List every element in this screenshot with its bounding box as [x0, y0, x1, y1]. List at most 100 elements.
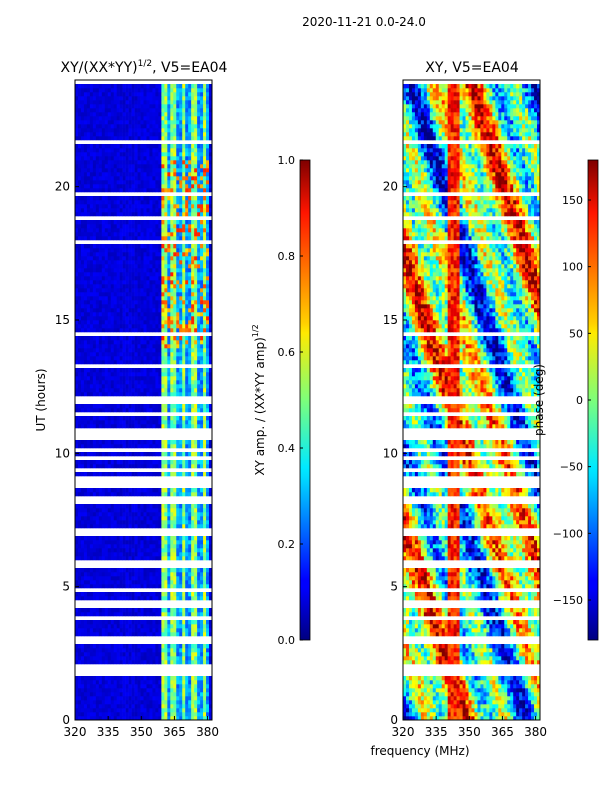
heatmap-cell — [188, 260, 192, 265]
heatmap-cell — [188, 212, 192, 217]
heatmap-cell — [122, 624, 126, 629]
heatmap-cell — [80, 704, 85, 709]
heatmap-cell — [107, 252, 112, 257]
heatmap-cell — [131, 700, 135, 705]
heatmap-cell — [104, 188, 109, 193]
heatmap-cell — [161, 264, 165, 269]
heatmap-cell — [125, 312, 129, 317]
heatmap-cell — [137, 284, 141, 289]
heatmap-cell — [152, 692, 156, 697]
heatmap-cell — [95, 700, 100, 705]
heatmap-cell — [116, 536, 120, 541]
heatmap-cell — [131, 320, 135, 325]
heatmap-cell — [179, 352, 183, 357]
heatmap-cell — [116, 464, 120, 469]
heatmap-cell — [104, 160, 109, 165]
heatmap-cell — [188, 576, 192, 581]
heatmap-cell — [191, 384, 195, 389]
heatmap-cell — [200, 608, 204, 613]
heatmap-cell — [110, 268, 115, 273]
heatmap-cell — [149, 552, 153, 557]
heatmap-cell — [158, 460, 162, 465]
heatmap-cell — [194, 188, 198, 193]
heatmap-cell — [161, 512, 165, 517]
heatmap-cell — [92, 368, 97, 373]
heatmap-cell — [158, 172, 162, 177]
heatmap-cell — [77, 512, 82, 517]
heatmap-cell — [83, 196, 88, 201]
heatmap-cell — [122, 228, 126, 233]
heatmap-cell — [113, 708, 117, 713]
heatmap-cell — [155, 380, 159, 385]
heatmap-cell — [197, 512, 201, 517]
heatmap-cell — [182, 360, 186, 365]
heatmap-cell — [107, 620, 112, 625]
heatmap-cell — [203, 300, 207, 305]
heatmap-cell — [92, 660, 97, 665]
heatmap-cell — [95, 628, 100, 633]
heatmap-cell — [131, 264, 135, 269]
heatmap-cell — [83, 264, 88, 269]
heatmap-cell — [125, 612, 129, 617]
heatmap-cell — [140, 504, 144, 509]
heatmap-cell — [92, 608, 97, 613]
heatmap-cell — [167, 512, 171, 517]
heatmap-cell — [116, 292, 120, 297]
heatmap-cell — [164, 392, 168, 397]
heatmap-cell — [161, 208, 165, 213]
heatmap-cell — [155, 688, 159, 693]
heatmap-cell — [140, 352, 144, 357]
heatmap-cell — [209, 320, 213, 325]
heatmap-cell — [149, 628, 153, 633]
heatmap-cell — [95, 360, 100, 365]
heatmap-cell — [164, 172, 168, 177]
heatmap-cell — [122, 316, 126, 321]
heatmap-cell — [167, 544, 171, 549]
heatmap-cell — [77, 416, 82, 421]
heatmap-cell — [206, 184, 210, 189]
heatmap-cell — [131, 520, 135, 525]
heatmap-cell — [185, 188, 189, 193]
heatmap-cell — [101, 268, 106, 273]
heatmap-cell — [200, 376, 204, 381]
heatmap-cell — [149, 320, 153, 325]
heatmap-cell — [173, 168, 177, 173]
heatmap-cell — [209, 488, 213, 493]
heatmap-cell — [86, 452, 91, 457]
heatmap-cell — [167, 440, 171, 445]
heatmap-cell — [113, 180, 117, 185]
heatmap-cell — [116, 212, 120, 217]
heatmap-cell — [95, 656, 100, 661]
heatmap-cell — [143, 512, 147, 517]
heatmap-cell — [116, 376, 120, 381]
heatmap-cell — [119, 572, 123, 577]
heatmap-cell — [203, 680, 207, 685]
heatmap-cell — [170, 508, 174, 513]
heatmap-cell — [134, 344, 138, 349]
heatmap-cell — [86, 308, 91, 313]
heatmap-cell — [176, 292, 180, 297]
heatmap-cell — [113, 536, 117, 541]
heatmap-cell — [161, 644, 165, 649]
heatmap-cell — [128, 280, 132, 285]
heatmap-cell — [77, 628, 82, 633]
heatmap-cell — [179, 384, 183, 389]
heatmap-cell — [131, 368, 135, 373]
heatmap-cell — [200, 316, 204, 321]
heatmap-cell — [75, 464, 79, 469]
heatmap-cell — [137, 580, 141, 585]
heatmap-cell — [122, 512, 126, 517]
heatmap-cell — [191, 568, 195, 573]
heatmap-cell — [75, 172, 79, 177]
heatmap-cell — [188, 572, 192, 577]
heatmap-cell — [95, 684, 100, 689]
heatmap-cell — [86, 212, 91, 217]
heatmap-cell — [170, 264, 174, 269]
heatmap-cell — [89, 536, 94, 541]
heatmap-cell — [170, 160, 174, 165]
heatmap-cell — [176, 168, 180, 173]
heatmap-cell — [197, 376, 201, 381]
heatmap-cell — [110, 308, 115, 313]
heatmap-cell — [131, 584, 135, 589]
heatmap-cell — [182, 384, 186, 389]
